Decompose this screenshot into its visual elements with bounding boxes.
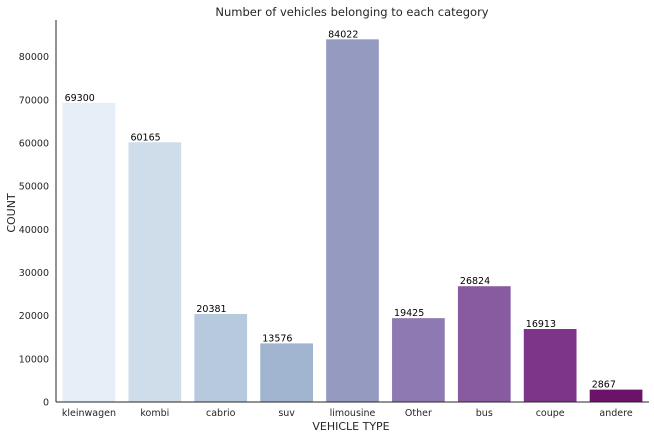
data-label-other: 19425 <box>394 308 424 319</box>
x-tick-label-coupe: coupe <box>536 408 565 419</box>
x-tick-label-other: Other <box>405 408 432 419</box>
data-label-limousine: 84022 <box>328 29 358 40</box>
x-tick-label-andere: andere <box>599 408 632 419</box>
bar-kleinwagen <box>62 102 116 402</box>
y-axis-label: COUNT <box>5 193 18 233</box>
data-label-cabrio: 20381 <box>196 304 226 315</box>
data-label-kombi: 60165 <box>130 132 160 143</box>
bar-coupe <box>523 328 577 402</box>
y-tick-label-60000: 60000 <box>19 139 49 150</box>
data-labels-group: 69300 60165 20381 13576 84022 19425 26824 16913… <box>65 29 616 390</box>
data-label-andere: 2867 <box>592 380 616 391</box>
x-tick-label-cabrio: cabrio <box>206 408 236 419</box>
y-tick-label-50000: 50000 <box>19 182 49 193</box>
x-tick-label-kleinwagen: kleinwagen <box>62 408 116 419</box>
y-tick-label-10000: 10000 <box>19 354 49 365</box>
x-tick-label-suv: suv <box>278 408 295 419</box>
data-label-suv: 13576 <box>262 333 292 344</box>
y-tick-label-70000: 70000 <box>19 95 49 106</box>
data-label-coupe: 16913 <box>526 319 556 330</box>
y-ticks-group: 0 10000 20000 30000 40000 50000 60000 70000 8000… <box>19 52 49 408</box>
chart-title: Number of vehicles belonging to each cat… <box>215 5 488 19</box>
y-tick-label-0: 0 <box>43 398 49 409</box>
y-tick-label-40000: 40000 <box>19 225 49 236</box>
bars-group <box>62 39 643 403</box>
bar-kombi <box>128 142 182 402</box>
data-label-kleinwagen: 69300 <box>65 93 95 104</box>
bar-andere <box>589 389 643 402</box>
bar-limousine <box>326 39 379 403</box>
x-ticks-group: kleinwagen kombi cabrio suv limousine Other bu… <box>62 408 633 419</box>
x-axis-label: VEHICLE TYPE <box>312 420 389 433</box>
bar-suv <box>260 343 313 402</box>
bar-cabrio <box>194 314 248 402</box>
x-tick-label-limousine: limousine <box>330 408 376 419</box>
y-tick-label-30000: 30000 <box>19 268 49 279</box>
data-label-bus: 26824 <box>460 276 490 287</box>
x-tick-label-bus: bus <box>476 408 493 419</box>
y-tick-label-20000: 20000 <box>19 311 49 322</box>
bar-bus <box>457 286 511 402</box>
bar-other <box>392 318 445 402</box>
x-tick-label-kombi: kombi <box>140 408 169 419</box>
y-tick-label-80000: 80000 <box>19 52 49 63</box>
